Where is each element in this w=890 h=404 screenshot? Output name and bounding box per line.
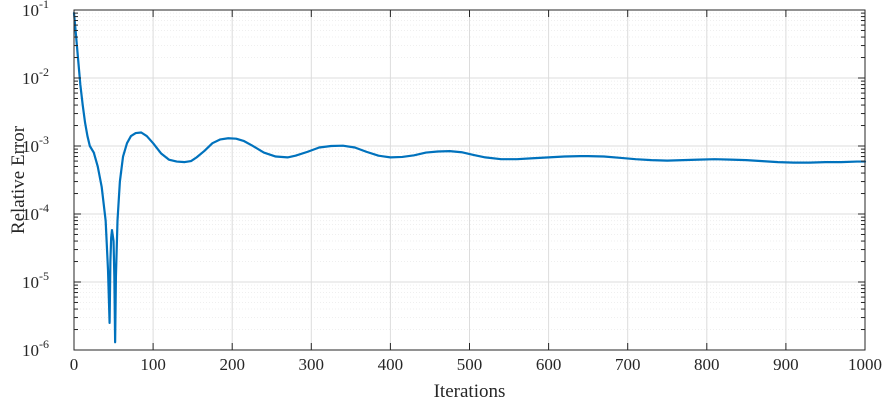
x-tick-label: 1000 xyxy=(848,355,882,374)
x-tick-label: 900 xyxy=(773,355,799,374)
y-tick-label: 10-3 xyxy=(22,133,49,156)
y-tick-base: 10 xyxy=(22,341,39,360)
y-tick-label: 10-1 xyxy=(22,0,49,20)
x-tick-label: 300 xyxy=(299,355,325,374)
x-tick-label: 800 xyxy=(694,355,720,374)
y-tick-exponent: -1 xyxy=(39,0,49,11)
y-tick-label: 10-5 xyxy=(22,269,49,292)
ticks xyxy=(73,9,866,351)
x-tick-label: 400 xyxy=(378,355,404,374)
series-layer xyxy=(72,12,867,344)
y-tick-base: 10 xyxy=(22,137,39,156)
y-tick-base: 10 xyxy=(22,205,39,224)
y-tick-exponent: -3 xyxy=(39,133,49,147)
x-tick-label: 500 xyxy=(457,355,483,374)
tick-labels: 0 100 200 300 400 500 600 700 800 900 100010-610-5… xyxy=(22,0,882,374)
x-tick-label: 600 xyxy=(536,355,562,374)
y-tick-base: 10 xyxy=(22,69,39,88)
y-tick-label: 10-6 xyxy=(22,337,49,360)
y-tick-base: 10 xyxy=(22,273,39,292)
y-tick-exponent: -6 xyxy=(39,337,49,351)
x-axis-label: Iterations xyxy=(434,381,506,402)
y-tick-exponent: -4 xyxy=(39,201,49,215)
x-tick-label: 200 xyxy=(219,355,245,374)
x-tick-label: 0 xyxy=(70,355,79,374)
y-tick-label: 10-4 xyxy=(22,201,49,224)
x-tick-label: 100 xyxy=(140,355,166,374)
y-tick-exponent: -2 xyxy=(39,65,49,79)
y-axis-label: Relative Error xyxy=(8,125,29,234)
grid xyxy=(74,10,865,350)
y-tick-exponent: -5 xyxy=(39,269,49,283)
series-line xyxy=(72,12,867,344)
x-tick-label: 700 xyxy=(615,355,641,374)
y-tick-base: 10 xyxy=(22,1,39,20)
y-tick-label: 10-2 xyxy=(22,65,49,88)
